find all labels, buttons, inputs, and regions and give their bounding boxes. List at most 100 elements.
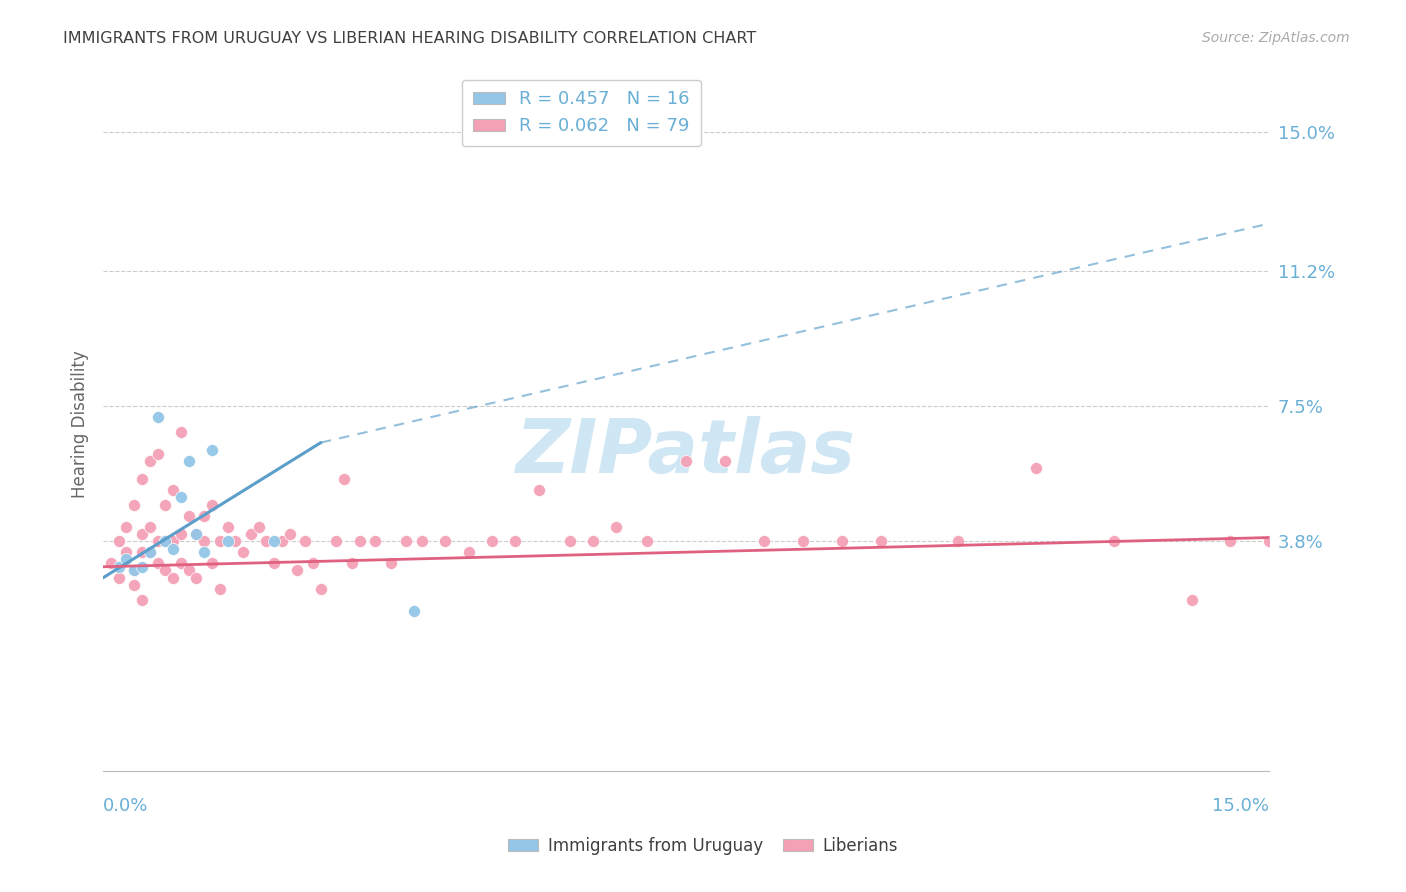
Point <box>294 534 316 549</box>
Point <box>239 527 262 541</box>
Point <box>349 534 371 549</box>
Point <box>232 545 254 559</box>
Point <box>170 527 193 541</box>
Point <box>224 534 246 549</box>
Point <box>162 541 184 556</box>
Point <box>404 604 426 618</box>
Point <box>177 563 200 577</box>
Point <box>131 592 153 607</box>
Point <box>186 571 208 585</box>
Point <box>605 519 627 533</box>
Point <box>636 534 658 549</box>
Point <box>792 534 814 549</box>
Point <box>170 491 193 505</box>
Point <box>380 556 402 570</box>
Point <box>155 498 177 512</box>
Point <box>831 534 853 549</box>
Point <box>217 534 239 549</box>
Point <box>1258 534 1281 549</box>
Y-axis label: Hearing Disability: Hearing Disability <box>72 351 89 499</box>
Point <box>170 556 193 570</box>
Point <box>271 534 294 549</box>
Point <box>155 534 177 549</box>
Point <box>139 519 162 533</box>
Point <box>107 571 129 585</box>
Point <box>186 527 208 541</box>
Point <box>481 534 503 549</box>
Text: 0.0%: 0.0% <box>103 797 149 814</box>
Text: IMMIGRANTS FROM URUGUAY VS LIBERIAN HEARING DISABILITY CORRELATION CHART: IMMIGRANTS FROM URUGUAY VS LIBERIAN HEAR… <box>63 31 756 46</box>
Point <box>309 582 332 596</box>
Point <box>395 534 418 549</box>
Point <box>434 534 457 549</box>
Point <box>170 425 193 439</box>
Point <box>263 556 285 570</box>
Text: 15.0%: 15.0% <box>1212 797 1270 814</box>
Point <box>263 534 285 549</box>
Point <box>558 534 581 549</box>
Point <box>100 556 122 570</box>
Point <box>162 534 184 549</box>
Point <box>193 534 215 549</box>
Point <box>115 552 138 566</box>
Point <box>325 534 347 549</box>
Point <box>201 498 224 512</box>
Point <box>131 545 153 559</box>
Point <box>122 578 145 592</box>
Point <box>503 534 526 549</box>
Point <box>122 563 145 577</box>
Point <box>457 545 479 559</box>
Point <box>122 563 145 577</box>
Point <box>177 454 200 468</box>
Point <box>107 559 129 574</box>
Point <box>333 472 356 486</box>
Point <box>115 519 138 533</box>
Point <box>411 534 433 549</box>
Legend: R = 0.457   N = 16, R = 0.062   N = 79: R = 0.457 N = 16, R = 0.062 N = 79 <box>461 79 700 146</box>
Point <box>948 534 970 549</box>
Point <box>247 519 270 533</box>
Point <box>139 454 162 468</box>
Point <box>287 563 309 577</box>
Point <box>675 454 697 468</box>
Point <box>193 545 215 559</box>
Point <box>1219 534 1241 549</box>
Point <box>278 527 301 541</box>
Point <box>122 498 145 512</box>
Point <box>302 556 325 570</box>
Point <box>139 545 162 559</box>
Point <box>139 545 162 559</box>
Point <box>208 534 231 549</box>
Point <box>131 472 153 486</box>
Point <box>752 534 775 549</box>
Point <box>869 534 891 549</box>
Point <box>162 483 184 497</box>
Point <box>162 571 184 585</box>
Text: Source: ZipAtlas.com: Source: ZipAtlas.com <box>1202 31 1350 45</box>
Point <box>155 534 177 549</box>
Point <box>340 556 363 570</box>
Legend: Immigrants from Uruguay, Liberians: Immigrants from Uruguay, Liberians <box>501 830 905 862</box>
Point <box>254 534 277 549</box>
Text: ZIPatlas: ZIPatlas <box>516 416 856 489</box>
Point <box>155 563 177 577</box>
Point <box>146 446 169 460</box>
Point <box>582 534 605 549</box>
Point <box>146 534 169 549</box>
Point <box>1102 534 1125 549</box>
Point <box>527 483 550 497</box>
Point <box>714 454 737 468</box>
Point <box>146 410 169 425</box>
Point <box>115 545 138 559</box>
Point <box>217 519 239 533</box>
Point <box>364 534 387 549</box>
Point <box>177 508 200 523</box>
Point <box>131 527 153 541</box>
Point <box>208 582 231 596</box>
Point <box>131 559 153 574</box>
Point <box>201 556 224 570</box>
Point <box>107 534 129 549</box>
Point <box>186 527 208 541</box>
Point <box>146 556 169 570</box>
Point <box>193 508 215 523</box>
